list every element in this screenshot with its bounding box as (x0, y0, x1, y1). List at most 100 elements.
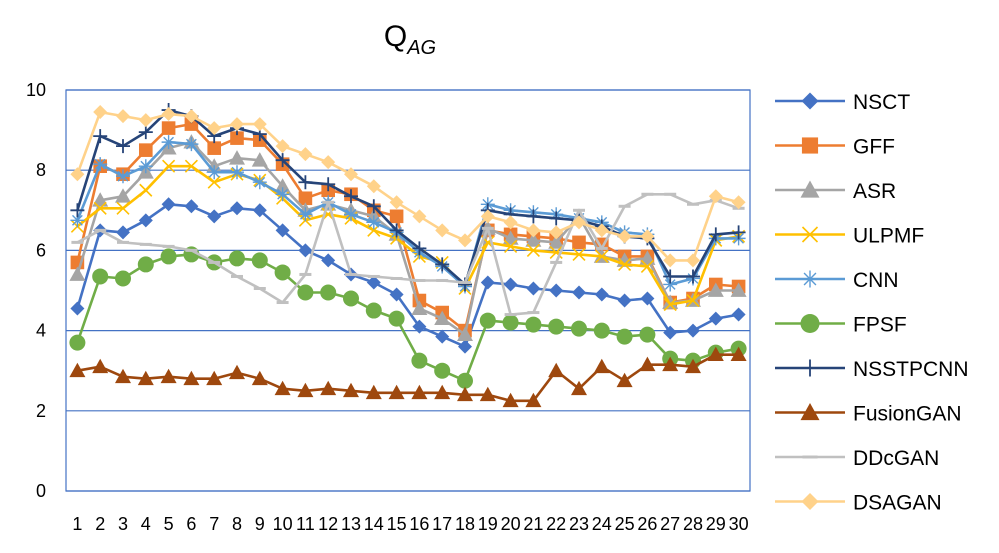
legend-item: NSSTPCNN (775, 358, 969, 381)
data-point-marker (526, 223, 541, 238)
data-point-marker (252, 117, 267, 132)
series-ddcgan (71, 192, 745, 317)
data-point-marker (184, 159, 198, 173)
data-point-marker (434, 310, 451, 325)
data-point-marker (595, 249, 609, 263)
x-tick-label: 6 (186, 514, 196, 534)
legend-label: FPSF (853, 314, 907, 337)
data-point-marker (93, 201, 107, 215)
data-point-marker (594, 287, 609, 302)
x-tick-label: 25 (615, 514, 635, 534)
data-point-marker (686, 323, 700, 338)
data-point-marker (686, 269, 700, 284)
data-point-marker (801, 92, 819, 110)
data-point-marker (366, 179, 381, 194)
data-point-marker (548, 318, 565, 335)
data-point-marker (457, 386, 473, 402)
data-point-marker (184, 199, 199, 214)
data-point-marker (411, 300, 428, 315)
legend-label: CNN (853, 269, 899, 292)
data-point-marker (116, 139, 130, 154)
data-point-marker (640, 291, 655, 306)
data-point-marker (412, 209, 427, 224)
legend: NSCT GFF ASR ULPMF CNN FPSF NSSTPCNN FusionGAN D… (775, 91, 969, 515)
data-point-marker (525, 316, 542, 333)
series-dsagan (70, 105, 746, 268)
data-point-marker (434, 362, 451, 379)
legend-item: FusionGAN (775, 403, 962, 426)
x-tick-label: 1 (72, 514, 82, 534)
x-tick-label: 30 (729, 514, 749, 534)
data-point-marker (298, 191, 313, 206)
data-point-marker (707, 282, 724, 297)
x-tick-label: 23 (569, 514, 589, 534)
data-point-marker (344, 167, 358, 182)
legend-item: ULPMF (775, 225, 924, 248)
data-point-marker (800, 314, 820, 333)
y-tick-label: 2 (36, 401, 46, 421)
data-point-marker (183, 370, 200, 386)
data-point-marker (115, 368, 131, 384)
data-point-marker (366, 215, 381, 230)
data-point-marker (206, 370, 223, 386)
data-point-marker (116, 169, 130, 184)
data-point-marker (275, 153, 290, 168)
data-point-marker (160, 248, 177, 265)
x-tick-label: 7 (209, 514, 219, 534)
x-tick-label: 13 (341, 514, 361, 534)
data-point-marker (549, 283, 564, 298)
data-point-marker (115, 188, 131, 203)
data-point-marker (801, 137, 819, 154)
data-point-marker (274, 380, 291, 396)
legend-item: DDcGAN (775, 447, 939, 470)
data-point-marker (572, 247, 586, 261)
data-point-marker (115, 270, 131, 287)
data-point-marker (275, 187, 290, 202)
y-tick-label: 4 (36, 321, 46, 341)
data-point-marker (525, 392, 542, 408)
x-tick-label: 15 (387, 514, 407, 534)
data-point-marker (366, 275, 381, 290)
data-point-marker (298, 147, 313, 162)
data-point-marker (686, 293, 700, 308)
data-point-marker (252, 203, 267, 218)
data-point-marker (571, 380, 587, 396)
data-point-marker (93, 157, 108, 172)
data-point-marker (93, 129, 108, 144)
x-tick-label: 10 (273, 514, 293, 534)
data-point-marker (435, 329, 450, 344)
y-axis-ticks: 0 2 4 6 8 10 (26, 80, 46, 501)
data-point-marker (137, 256, 154, 273)
data-point-marker (138, 125, 153, 140)
data-point-marker (251, 252, 268, 269)
x-tick-label: 24 (592, 514, 612, 534)
y-tick-label: 6 (36, 240, 46, 260)
data-point-marker (389, 195, 404, 210)
data-point-marker (230, 201, 244, 216)
data-point-marker (207, 141, 221, 155)
data-point-marker (161, 197, 176, 212)
data-point-marker (663, 277, 678, 292)
data-point-marker (116, 109, 130, 124)
data-point-marker (161, 107, 176, 122)
data-point-marker (320, 380, 337, 396)
x-tick-label: 29 (706, 514, 726, 534)
data-point-marker (229, 250, 245, 267)
data-point-marker (138, 213, 153, 228)
x-tick-label: 17 (432, 514, 452, 534)
data-point-marker (389, 223, 404, 238)
data-point-marker (457, 326, 473, 342)
series-layer (69, 103, 747, 408)
data-point-marker (639, 356, 656, 372)
series-line (77, 353, 739, 403)
data-point-marker (138, 113, 153, 128)
data-point-marker (480, 275, 495, 290)
data-point-marker (298, 175, 313, 190)
data-point-marker (298, 243, 313, 258)
data-point-marker (572, 285, 586, 300)
legend-item: FPSF (775, 314, 907, 337)
data-point-marker (526, 209, 541, 224)
data-point-marker (252, 175, 267, 190)
data-point-marker (229, 364, 245, 380)
